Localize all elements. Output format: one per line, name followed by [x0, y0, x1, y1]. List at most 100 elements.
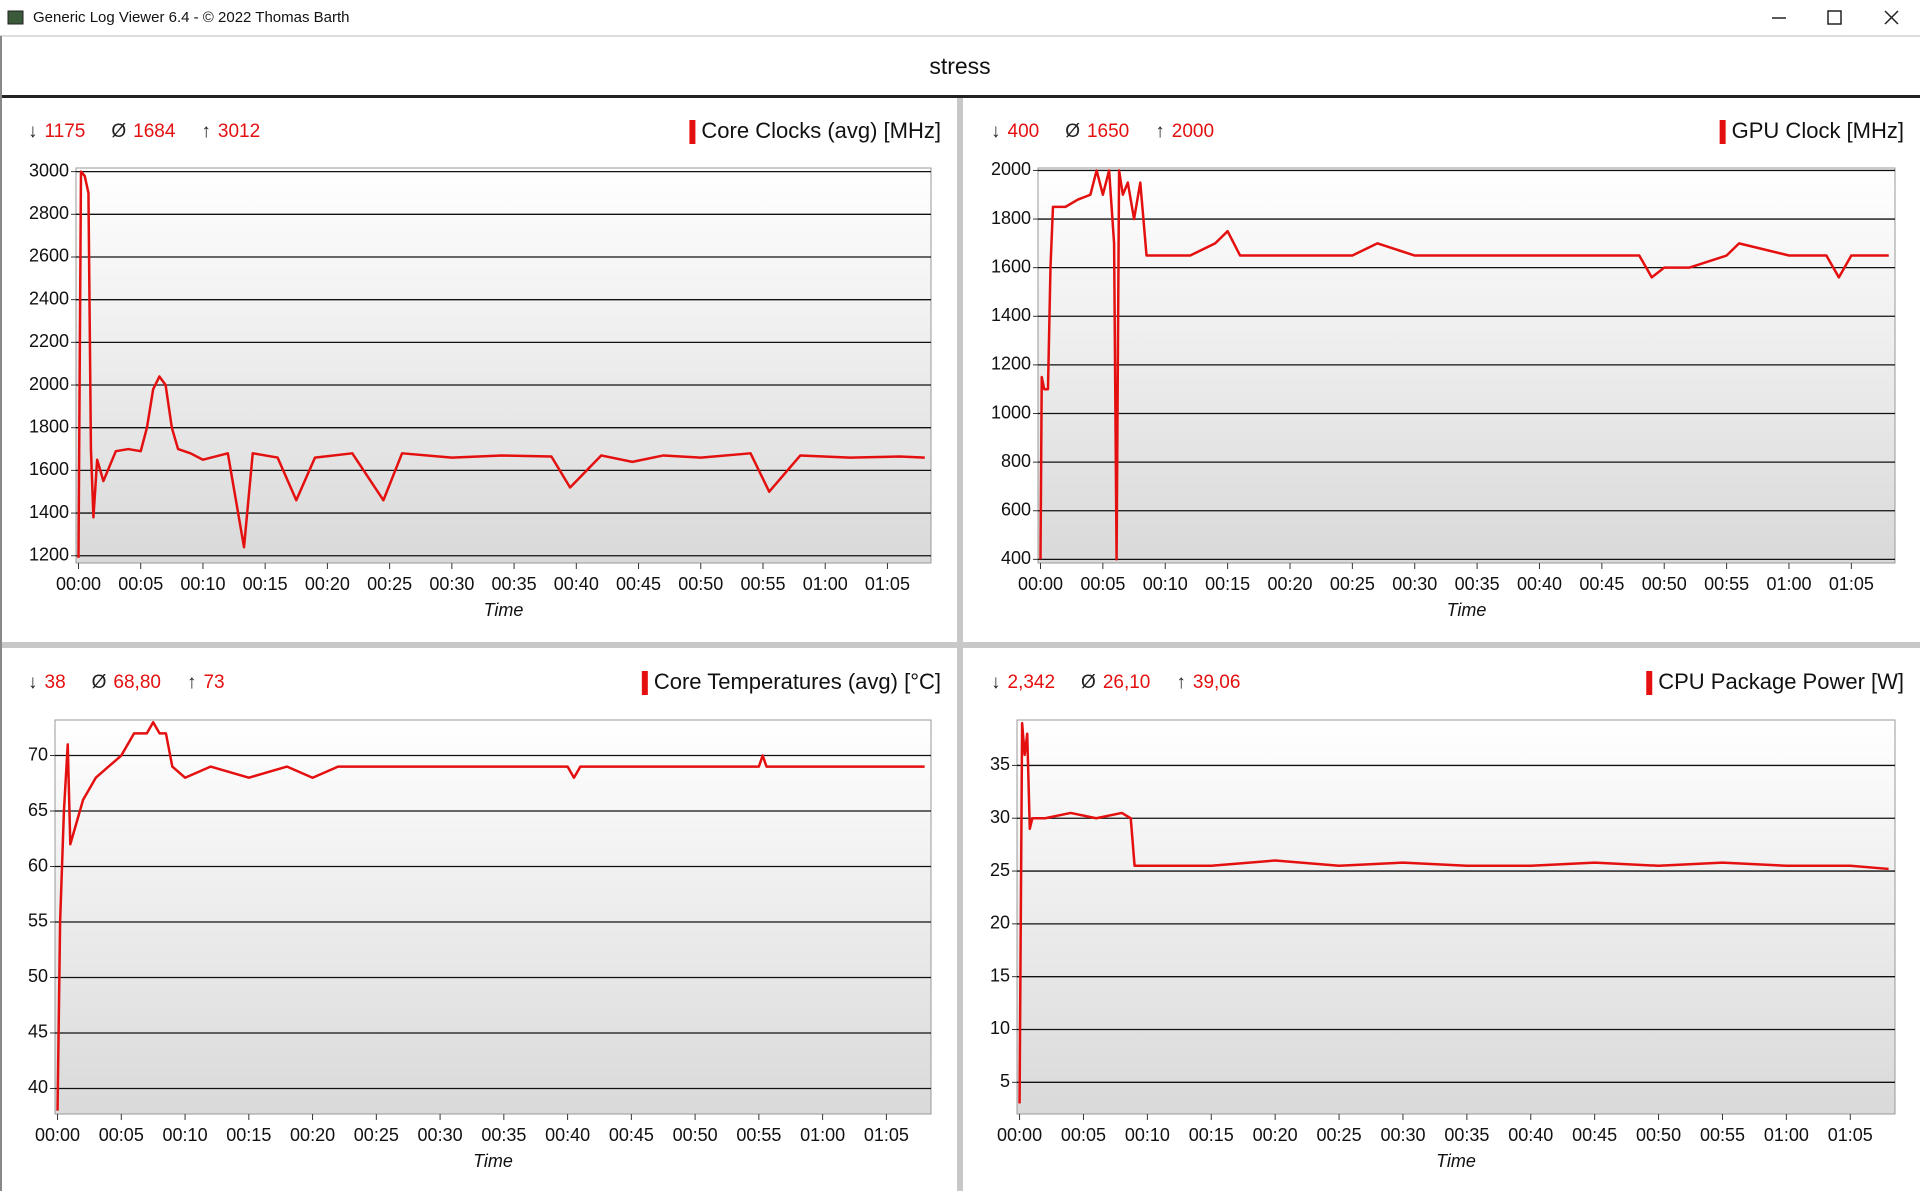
data-line — [1018, 721, 1889, 1104]
plot-area — [54, 719, 932, 1115]
x-tick-label: 00:10 — [1143, 574, 1188, 594]
stats: ↓ 38 Ø 68,80 ↑ 73 — [28, 672, 225, 693]
x-tick-label: 00:40 — [1508, 1125, 1553, 1145]
stat-value: 3012 — [218, 121, 260, 142]
y-tick-label: 10 — [990, 1018, 1010, 1038]
header-border — [0, 95, 1920, 98]
x-tick-label: 00:30 — [1392, 574, 1437, 594]
x-tick-label: 00:25 — [367, 574, 412, 594]
y-tick-label: 45 — [28, 1022, 48, 1042]
x-tick-label: 00:50 — [673, 1125, 718, 1145]
y-tick-label: 25 — [990, 860, 1010, 880]
x-tick-label: 00:25 — [354, 1125, 399, 1145]
x-tick-label: 01:00 — [1766, 574, 1811, 594]
stat-symbol: ↓ — [28, 121, 38, 142]
stat-symbol: Ø — [1081, 672, 1096, 693]
x-tick-label: 00:55 — [1700, 1125, 1745, 1145]
x-tick-label: 00:10 — [180, 574, 225, 594]
x-tick-label: 00:45 — [1572, 1125, 1617, 1145]
x-tick-label: 01:00 — [803, 574, 848, 594]
x-tick-label: 00:45 — [1579, 574, 1624, 594]
stats: ↓ 400 Ø 1650 ↑ 2000 — [991, 121, 1214, 142]
x-tick-label: 00:30 — [418, 1125, 463, 1145]
y-tick-label: 1400 — [991, 305, 1031, 325]
y-tick-label: 5 — [1000, 1071, 1010, 1091]
y-tick-label: 1800 — [29, 416, 69, 436]
x-tick-label: 00:00 — [997, 1125, 1042, 1145]
x-tick-label: 00:35 — [492, 574, 537, 594]
legend-label: Core Temperatures (avg) [°C] — [654, 669, 941, 694]
x-tick-label: 00:05 — [1080, 574, 1125, 594]
plot-area — [75, 167, 932, 564]
legend-swatch — [641, 671, 648, 695]
stats: ↓ 2,342 Ø 26,10 ↑ 39,06 — [991, 672, 1240, 693]
stat-value: 2000 — [1172, 121, 1214, 142]
x-tick-label: 00:55 — [740, 574, 785, 594]
stat-symbol: Ø — [92, 672, 107, 693]
legend-label: Core Clocks (avg) [MHz] — [701, 118, 941, 143]
x-tick-label: 01:05 — [1829, 574, 1874, 594]
stat-value: 1684 — [133, 121, 176, 142]
y-tick-label: 40 — [28, 1077, 48, 1097]
y-tick-label: 2000 — [29, 374, 69, 394]
title-bar — [0, 0, 1920, 36]
stat-value: 26,10 — [1103, 672, 1151, 693]
legend-swatch — [689, 120, 696, 144]
stat-value: 1650 — [1087, 121, 1129, 142]
x-tick-label: 00:45 — [609, 1125, 654, 1145]
y-tick-label: 2200 — [29, 331, 69, 351]
x-tick-label: 00:15 — [243, 574, 288, 594]
stat-symbol: ↓ — [991, 672, 1001, 693]
stat-symbol: ↓ — [28, 672, 38, 693]
stat-value: 68,80 — [113, 672, 161, 693]
divider-horizontal — [0, 642, 1920, 648]
x-tick-label: 00:00 — [1018, 574, 1063, 594]
x-tick-label: 00:55 — [736, 1125, 781, 1145]
stats: ↓ 1175 Ø 1684 ↑ 3012 — [28, 121, 260, 142]
x-tick-label: 01:00 — [1764, 1125, 1809, 1145]
x-tick-label: 00:10 — [1125, 1125, 1170, 1145]
close-button[interactable] — [1884, 10, 1899, 25]
y-tick-label: 30 — [990, 807, 1010, 827]
x-axis-label: Time — [484, 600, 524, 620]
y-tick-label: 20 — [990, 913, 1010, 933]
data-line — [56, 720, 925, 1111]
stat-value: 39,06 — [1193, 672, 1241, 693]
x-tick-label: 00:50 — [1636, 1125, 1681, 1145]
stat-symbol: ↑ — [1176, 672, 1186, 693]
stat-symbol: Ø — [111, 121, 126, 142]
x-tick-label: 01:05 — [864, 1125, 909, 1145]
y-tick-label: 1200 — [29, 544, 69, 564]
header-title: stress — [929, 53, 990, 79]
x-tick-label: 00:30 — [429, 574, 474, 594]
x-tick-label: 00:20 — [1253, 1125, 1298, 1145]
x-tick-label: 00:40 — [545, 1125, 590, 1145]
y-tick-label: 2800 — [29, 203, 69, 223]
y-tick-label: 65 — [28, 800, 48, 820]
stat-value: 73 — [203, 672, 224, 693]
x-tick-label: 00:15 — [1205, 574, 1250, 594]
x-tick-label: 00:20 — [1267, 574, 1312, 594]
x-tick-label: 00:20 — [305, 574, 350, 594]
x-axis-label: Time — [1436, 1151, 1476, 1171]
stat-symbol: ↑ — [201, 121, 211, 142]
y-tick-label: 55 — [28, 911, 48, 931]
x-tick-label: 00:20 — [290, 1125, 335, 1145]
stat-symbol: ↓ — [991, 121, 1001, 142]
stat-value: 1175 — [45, 121, 86, 142]
x-tick-label: 01:05 — [865, 574, 910, 594]
stat-value: 2,342 — [1008, 672, 1056, 693]
plot-area — [1016, 719, 1896, 1115]
legend-swatch — [1646, 671, 1653, 695]
x-tick-label: 00:00 — [35, 1125, 80, 1145]
maximize-button[interactable] — [1827, 10, 1842, 25]
window-title: Generic Log Viewer 6.4 - © 2022 Thomas B… — [33, 9, 350, 26]
y-tick-label: 1000 — [991, 402, 1031, 422]
x-tick-label: 00:35 — [481, 1125, 526, 1145]
x-tick-label: 01:00 — [800, 1125, 845, 1145]
x-tick-label: 01:05 — [1828, 1125, 1873, 1145]
y-tick-label: 600 — [1001, 499, 1031, 519]
y-tick-label: 3000 — [29, 160, 69, 180]
y-tick-label: 15 — [990, 965, 1010, 985]
